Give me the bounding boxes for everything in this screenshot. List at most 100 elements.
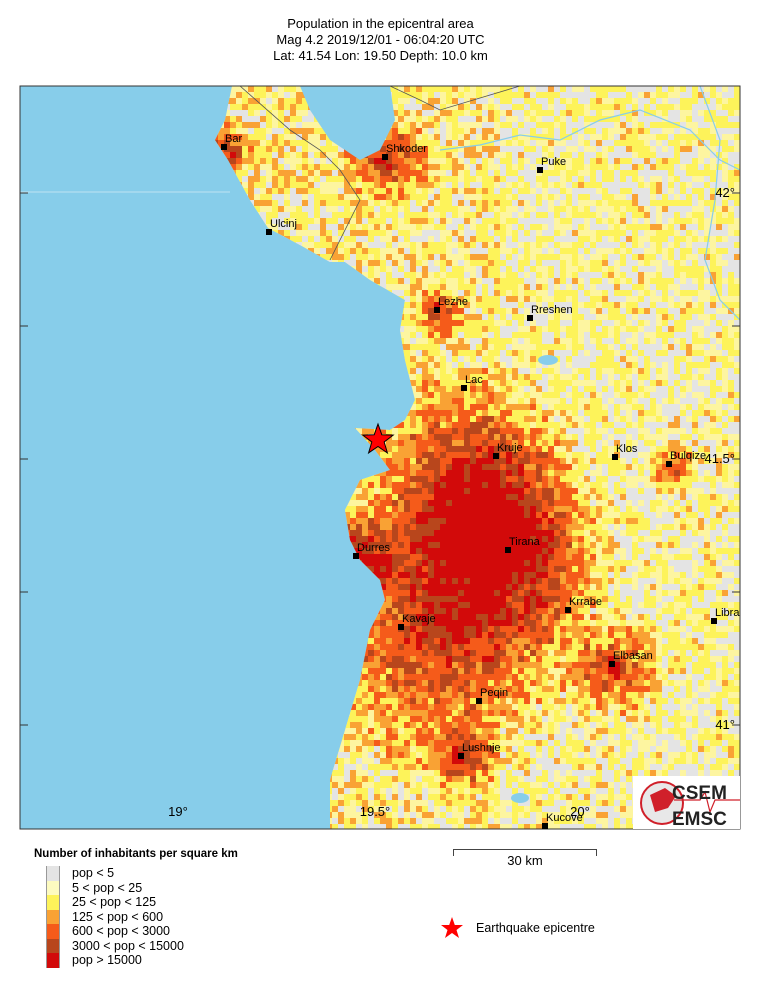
city-marker[interactable]: Elbasan	[609, 650, 653, 667]
legend-item: 600 < pop < 3000	[34, 924, 238, 939]
logo-csem: CSEM	[672, 783, 727, 804]
city-marker[interactable]: Lushnje	[458, 742, 501, 759]
city-label: Puke	[541, 156, 566, 168]
city-marker[interactable]: Rreshen	[527, 304, 573, 321]
city-label: Shkoder	[386, 143, 427, 155]
city-dot	[537, 167, 543, 173]
city-label: Kavaje	[402, 613, 436, 625]
city-marker[interactable]: Libra	[711, 607, 740, 624]
city-marker[interactable]: Klos	[612, 443, 638, 460]
legend-swatch	[46, 895, 60, 910]
legend-item: 5 < pop < 25	[34, 880, 238, 895]
city-dot	[398, 624, 404, 630]
city-marker[interactable]: Tirana	[505, 536, 541, 553]
map-title: Population in the epicentral area Mag 4.…	[0, 16, 761, 64]
city-label: Tirana	[509, 536, 541, 548]
city-label: Peqin	[480, 687, 508, 699]
legend-item: 25 < pop < 125	[34, 895, 238, 910]
legend-item: 125 < pop < 600	[34, 909, 238, 924]
legend-title: Number of inhabitants per square km	[34, 848, 238, 860]
city-label: Elbasan	[613, 650, 653, 662]
tick-label: 19.5°	[360, 804, 391, 819]
city-dot	[221, 144, 227, 150]
city-marker[interactable]: Kruje	[493, 442, 523, 459]
legend-item: pop < 5	[34, 866, 238, 881]
star-icon	[441, 917, 463, 938]
legend-swatch	[46, 924, 60, 939]
lake-shkoder	[300, 86, 395, 160]
city-dot	[666, 461, 672, 467]
city-label: Durres	[357, 542, 391, 554]
legend-swatch	[46, 953, 60, 968]
city-label: Krrabe	[569, 596, 602, 608]
city-marker[interactable]: Shkoder	[382, 143, 427, 160]
city-dot	[434, 307, 440, 313]
event-location: Lat: 41.54 Lon: 19.50 Depth: 10.0 km	[273, 48, 488, 63]
city-label: Ulcinj	[270, 218, 297, 230]
city-dot	[458, 753, 464, 759]
legend-label: 5 < pop < 25	[72, 880, 143, 895]
scale-label: 30 km	[507, 853, 543, 868]
border-line	[239, 86, 521, 261]
csem-emsc-logo: CSEM EMSC	[633, 776, 740, 830]
legend-swatch	[46, 866, 60, 881]
city-marker[interactable]: Durres	[353, 542, 391, 559]
tick-label: 42°	[715, 185, 735, 200]
epicentre-label: Earthquake epicentre	[476, 921, 595, 935]
tick-label: 20°	[570, 804, 590, 819]
city-marker[interactable]: Kucove	[542, 812, 583, 829]
legend-swatch	[46, 938, 60, 953]
city-label: Kruje	[497, 442, 523, 454]
city-marker[interactable]: Kavaje	[398, 613, 436, 630]
city-dot	[382, 154, 388, 160]
city-marker[interactable]: Peqin	[476, 687, 508, 704]
city-dot	[476, 698, 482, 704]
epicentre-star-icon[interactable]	[361, 422, 395, 455]
tick-label: 41°	[715, 717, 735, 732]
city-dot	[493, 453, 499, 459]
legend-label: 3000 < pop < 15000	[72, 938, 184, 953]
city-label: Libra	[715, 607, 740, 619]
city-dot	[505, 547, 511, 553]
scale-bar: 30 km	[453, 849, 597, 868]
city-label: Lushnje	[462, 742, 501, 754]
tick-label: 41.5°	[704, 451, 735, 466]
city-dot	[711, 618, 717, 624]
event-time: Mag 4.2 2019/12/01 - 06:04:20 UTC	[276, 32, 485, 47]
map-frame	[19, 85, 741, 830]
city-dot	[527, 315, 533, 321]
city-label: Klos	[616, 443, 638, 455]
city-marker[interactable]: Bulqize	[666, 450, 706, 467]
river	[699, 86, 740, 321]
city-marker[interactable]: Ulcinj	[266, 218, 297, 235]
city-label: Bulqize	[670, 450, 706, 462]
legend-label: 125 < pop < 600	[72, 909, 164, 924]
city-dot	[565, 607, 571, 613]
legend-swatch	[46, 880, 60, 895]
logo-emsc: EMSC	[672, 809, 727, 830]
city-label: Kucove	[546, 812, 583, 824]
title-line: Population in the epicentral area	[287, 16, 474, 31]
epicentre-legend: Earthquake epicentre	[440, 916, 595, 940]
city-marker[interactable]: Lac	[461, 374, 483, 391]
legend-label: 600 < pop < 3000	[72, 924, 171, 939]
river	[439, 109, 740, 171]
city-dot	[612, 454, 618, 460]
city-label: Lac	[465, 374, 483, 386]
legend-item: pop > 15000	[34, 953, 238, 968]
city-marker[interactable]: Bar	[221, 133, 242, 150]
legend-swatch	[46, 909, 60, 924]
city-marker[interactable]: Lezhe	[434, 296, 468, 313]
lake	[511, 793, 529, 803]
tick-label: 19°	[168, 804, 188, 819]
city-marker[interactable]: Puke	[537, 156, 566, 173]
city-label: Lezhe	[438, 296, 468, 308]
city-marker[interactable]: Krrabe	[565, 596, 602, 613]
city-label: Bar	[225, 133, 242, 145]
lake	[538, 355, 558, 365]
legend-label: pop < 5	[72, 866, 115, 881]
legend-label: 25 < pop < 125	[72, 895, 157, 910]
city-dot	[609, 661, 615, 667]
city-dot	[353, 553, 359, 559]
